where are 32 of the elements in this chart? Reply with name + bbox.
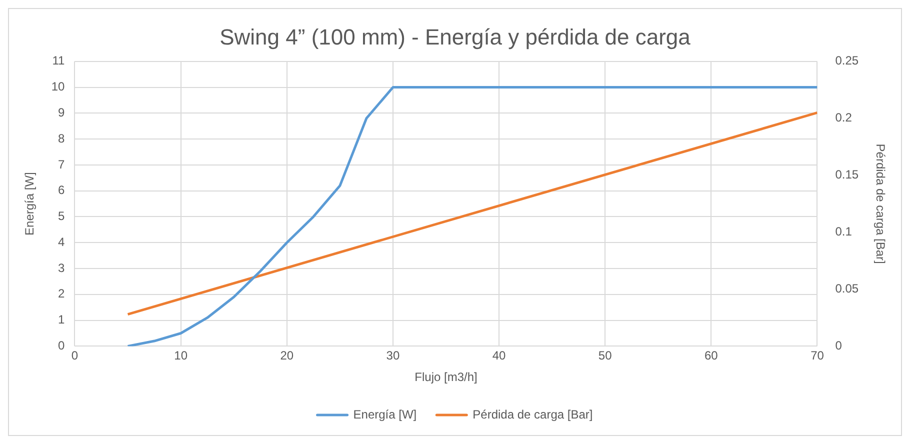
x-tick-label: 20: [280, 348, 294, 363]
y-tick-label: 1: [58, 312, 66, 327]
y-tick-label: 5: [58, 209, 66, 224]
x-tick-label: 10: [174, 348, 188, 363]
chart-title: Swing 4” (100 mm) - Energía y pérdida de carga: [220, 24, 692, 50]
y-tick-label: 8: [58, 131, 66, 146]
x-tick-label: 70: [810, 348, 824, 363]
x-tick-label: 50: [598, 348, 612, 363]
y-tick-label: 3: [58, 260, 66, 275]
x-tick-label: 0: [71, 348, 78, 363]
y-tick-label: 2: [58, 286, 66, 301]
y-tick-label: 4: [58, 234, 66, 249]
y-tick-label: 0: [58, 338, 66, 353]
y-tick-label: 6: [58, 183, 66, 198]
x-tick-label: 60: [704, 348, 718, 363]
x-tick-label: 40: [492, 348, 506, 363]
y2-tick-label: 0.05: [835, 282, 859, 296]
y-tick-label: 7: [58, 157, 66, 172]
y-axis-title: Energía [W]: [22, 172, 37, 236]
y-tick-label: 11: [52, 54, 66, 68]
y2-tick-label: 0.2: [835, 110, 852, 125]
y2-axis-title: Pérdida de carga [Bar]: [873, 144, 888, 264]
y-tick-label: 9: [58, 105, 66, 120]
y-tick-label: 10: [51, 80, 66, 94]
y2-tick-label: 0.15: [835, 168, 859, 182]
legend-label: Energía [W]: [353, 407, 417, 422]
x-axis-title: Flujo [m3/h]: [414, 370, 478, 384]
y2-tick-label: 0.1: [835, 224, 852, 239]
x-tick-label: 30: [386, 348, 400, 363]
legend-label: Pérdida de carga [Bar]: [472, 407, 593, 422]
y2-tick-label: 0: [835, 338, 842, 353]
y2-tick-label: 0.25: [835, 54, 859, 68]
